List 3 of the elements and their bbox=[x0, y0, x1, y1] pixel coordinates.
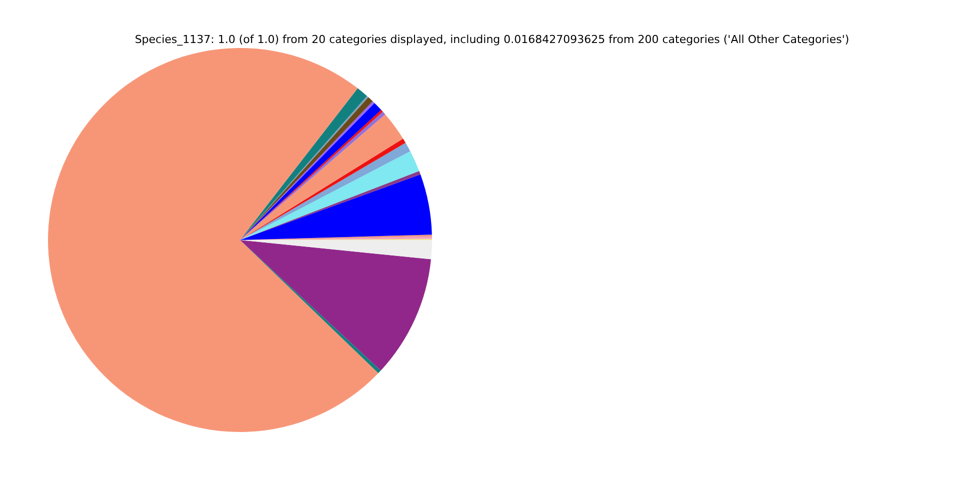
pie-slice bbox=[240, 240, 432, 371]
pie-slice bbox=[240, 240, 432, 260]
text: Species_1137: 1.0 (of 1.0) from 20 categories displayed, including 0.0168427093625 from 200 categories ('All Other Categories') bbox=[134, 33, 850, 46]
